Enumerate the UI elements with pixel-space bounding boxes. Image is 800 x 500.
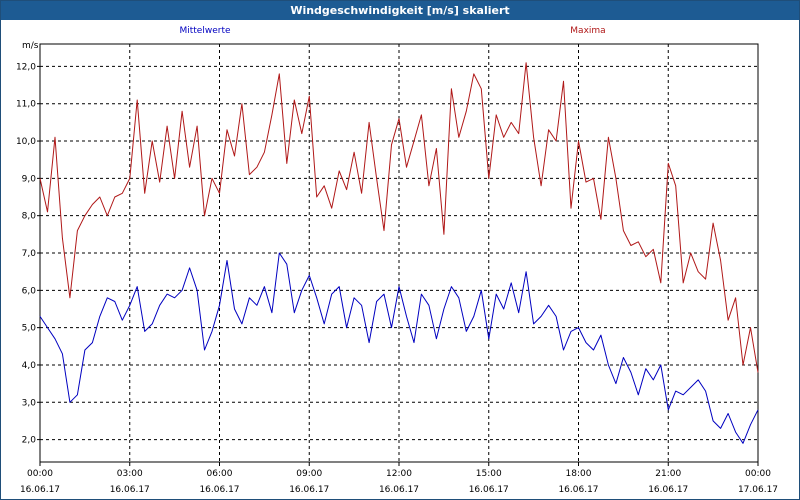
x-tick-date: 16.06.17 [20,485,60,495]
y-tick-label: 11,0 [16,100,36,110]
y-tick-label: 7,0 [22,249,37,259]
y-tick-label: 4,0 [22,361,37,371]
x-tick-time: 00:00 [27,469,53,479]
y-tick-label: 9,0 [22,174,37,184]
chart-grid [40,44,758,462]
x-tick-date: 16.06.17 [469,485,509,495]
x-tick-date: 16.06.17 [199,485,239,495]
x-tick-date: 16.06.17 [379,485,419,495]
x-tick-date: 17.06.17 [738,485,778,495]
y-tick-label: 2,0 [22,436,37,446]
legend-entry-mittelwerte: Mittelwerte [179,26,230,36]
y-tick-label: 6,0 [22,286,37,296]
x-tick-date: 16.06.17 [648,485,688,495]
x-axis: 00:00 16.06.17 03:00 16.06.17 06:00 16.06.17 0… [20,462,778,495]
series-layer [39,62,759,444]
y-tick-label: 3,0 [22,398,37,408]
series-line-maxima [39,62,759,373]
series-line-mittelwerte [39,252,759,444]
x-tick-time: 06:00 [207,469,233,479]
legend: Mittelwerte Maxima [179,26,605,36]
y-tick-label: 12,0 [16,62,36,72]
x-tick-time: 09:00 [296,469,322,479]
x-tick-time: 21:00 [655,469,681,479]
x-tick-time: 00:00 [745,469,771,479]
legend-entry-maxima: Maxima [570,26,605,36]
x-tick-time: 15:00 [476,469,502,479]
x-tick-time: 18:00 [566,469,592,479]
y-tick-label: 10,0 [16,137,36,147]
y-axis: 2,0 3,0 4,0 5,0 6,0 7,0 8,0 9,0 10,0 11,0 12,0 m/s [16,41,40,446]
x-tick-date: 16.06.17 [110,485,150,495]
y-axis-unit-label: m/s [22,41,39,51]
x-tick-date: 16.06.17 [289,485,329,495]
y-tick-label: 5,0 [22,324,37,334]
x-tick-time: 03:00 [117,469,143,479]
x-tick-time: 12:00 [386,469,412,479]
y-tick-label: 8,0 [22,212,37,222]
window-title: Windgeschwindigkeit [m/s] skaliert [1,1,799,20]
x-tick-date: 16.06.17 [558,485,598,495]
